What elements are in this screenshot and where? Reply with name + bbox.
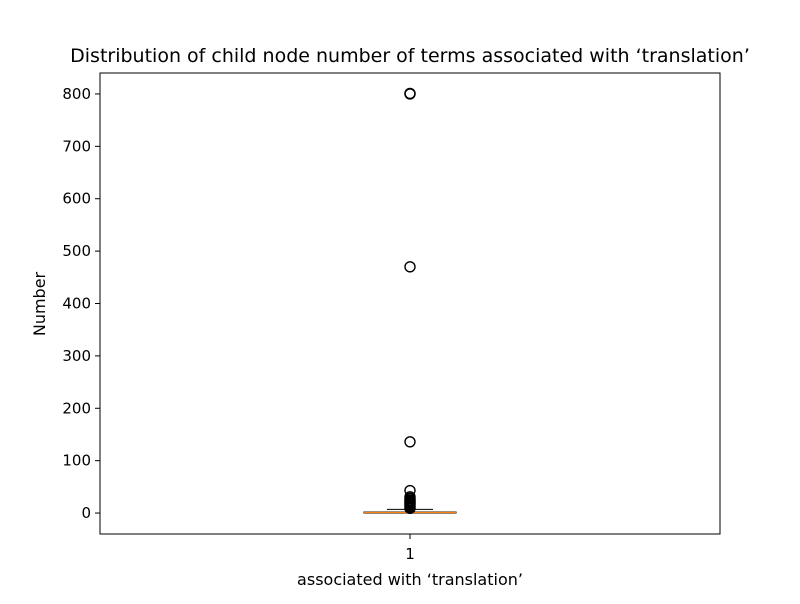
y-tick-label: 500: [62, 242, 91, 260]
y-tick-label: 300: [62, 347, 91, 365]
x-axis-label: associated with ‘translation’: [297, 570, 523, 589]
y-tick-label: 100: [62, 452, 91, 470]
y-tick-label: 800: [62, 85, 91, 103]
y-tick-label: 200: [62, 399, 91, 417]
outlier-point: [404, 484, 416, 497]
outlier-point: [404, 436, 416, 448]
y-tick-label: 600: [62, 190, 91, 208]
outlier-point: [404, 87, 416, 100]
x-tick-label: 1: [405, 545, 415, 563]
y-tick-label: 400: [62, 295, 91, 313]
outlier-point: [404, 491, 416, 503]
plot-area: 0 100 200 300 400 500 600 700 800 1: [62, 85, 457, 563]
y-tick-label: 700: [62, 137, 91, 155]
y-axis-label: Number: [30, 271, 49, 336]
chart-title: Distribution of child node number of ter…: [70, 45, 750, 67]
y-tick-label: 0: [81, 504, 91, 522]
outlier-point: [404, 261, 416, 273]
axes-frame: [99, 72, 721, 535]
